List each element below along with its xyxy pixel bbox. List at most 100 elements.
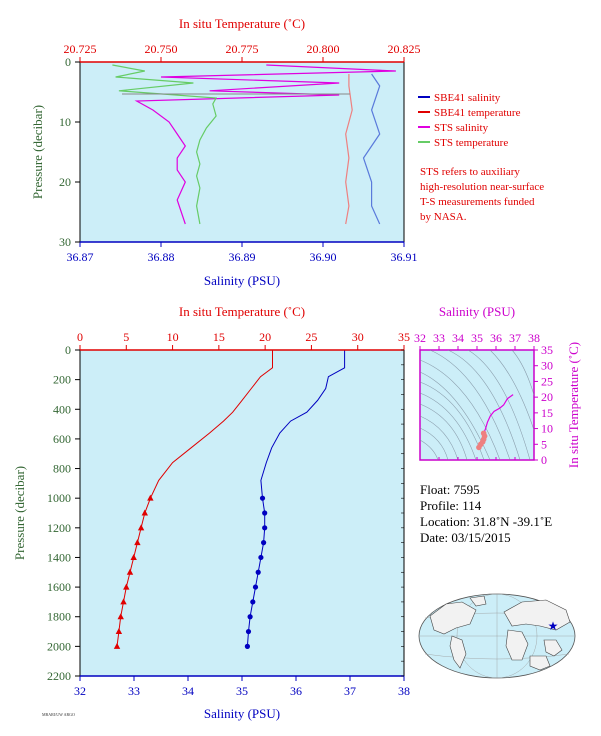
top-series-sbe41-salinity: [362, 73, 381, 225]
top-temp-axis-title: In situ Temperature (˚C): [179, 16, 305, 31]
ts-temp-tick-label: 35: [541, 343, 553, 357]
top-legend: SBE41 salinity SBE41 temperature STS sal…: [418, 92, 521, 149]
top-sal-tick-label: 36.90: [310, 250, 337, 264]
bottom-ticks: 0 5 10 15 20 25 30 35 32 33 34 35 36 37 38 0 200 400 600 80…: [47, 330, 410, 698]
ts-sal-tick-label: 32: [414, 331, 426, 345]
temperature-marker: [117, 613, 124, 620]
footer-credit: MBARI/UW ARGO: [42, 712, 75, 717]
ts-sal-tick-label: 36: [490, 331, 502, 345]
salinity-marker: [250, 599, 256, 605]
bottom-temp-tick-label: 15: [213, 330, 225, 344]
note-line-1: STS refers to auxiliary: [420, 166, 520, 178]
salinity-marker: [247, 614, 253, 620]
temperature-marker: [123, 583, 130, 590]
ts-sal-axis-title: Salinity (PSU): [439, 304, 515, 319]
ts-points: [476, 394, 514, 451]
ts-temp-tick-label: 20: [541, 390, 553, 404]
map-continents: [429, 595, 571, 671]
float-info: Float: 7595 Profile: 114 Location: 31.8˚…: [420, 482, 552, 545]
info-date: Date: 03/15/2015: [420, 530, 511, 545]
salinity-marker: [255, 569, 261, 575]
info-float: Float: 7595: [420, 482, 480, 497]
note-line-3: T-S measurements funded: [420, 196, 535, 208]
ts-sal-tick-label: 35: [471, 331, 483, 345]
top-ticks: 20.725 20.750 20.775 20.800 20.825 36.87 36.88…: [59, 42, 421, 264]
bottom-line-temperature: [116, 350, 273, 647]
float-location-marker: ★: [548, 619, 559, 633]
bottom-pressure-tick-label: 800: [53, 462, 71, 476]
top-sal-tick-label: 36.89: [229, 250, 256, 264]
ts-plot-area: [419, 349, 535, 461]
ts-temp-tick-label: 25: [541, 374, 553, 388]
ts-point: [476, 444, 482, 451]
bottom-temp-tick-label: 35: [398, 330, 410, 344]
world-map: ★: [418, 593, 576, 679]
bottom-sal-axis-title: Salinity (PSU): [204, 706, 280, 721]
temperature-marker: [115, 628, 123, 635]
top-pressure-tick-label: 0: [65, 55, 71, 69]
salinity-marker: [261, 540, 267, 546]
temperature-marker: [134, 539, 141, 546]
note-line-2: high-resolution near-surface: [420, 181, 544, 193]
bottom-sal-tick-label: 38: [398, 684, 410, 698]
top-temp-tick-label: 20.825: [388, 42, 421, 56]
legend-label-sbe41-salinity: SBE41 salinity: [434, 92, 501, 104]
top-pressure-tick-label: 20: [59, 175, 71, 189]
top-sal-tick-label: 36.91: [391, 250, 418, 264]
bottom-temp-tick-label: 20: [259, 330, 271, 344]
temperature-marker: [120, 598, 127, 605]
salinity-marker: [258, 554, 264, 561]
top-note: STS refers to auxiliary high-resolution …: [420, 166, 544, 223]
salinity-marker: [244, 643, 250, 649]
temperature-marker: [130, 553, 137, 560]
ts-temp-axis-title: In situ Temperature (˚C): [566, 342, 581, 468]
top-temp-tick-label: 20.775: [226, 42, 259, 56]
bottom-line-salinity: [246, 350, 346, 647]
top-pressure-tick-label: 30: [59, 235, 71, 249]
temperature-marker: [126, 568, 134, 575]
temperature-marker: [113, 642, 121, 649]
salinity-marker: [252, 584, 259, 590]
top-temp-tick-label: 20.725: [64, 42, 97, 56]
temperature-marker: [137, 524, 145, 531]
bottom-sal-tick-label: 33: [128, 684, 140, 698]
temperature-marker: [141, 509, 148, 516]
legend-label-sts-salinity: STS salinity: [434, 122, 489, 134]
bottom-pressure-tick-label: 1400: [47, 550, 71, 564]
ts-sal-tick-label: 38: [528, 331, 540, 345]
ts-sal-tick-label: 33: [433, 331, 445, 345]
bottom-pressure-tick-label: 200: [53, 373, 71, 387]
salinity-marker: [262, 525, 268, 531]
bottom-plot-area: [79, 349, 405, 677]
ts-temp-tick-label: 30: [541, 359, 553, 373]
salinity-marker: [259, 495, 266, 501]
bottom-pressure-tick-label: 2200: [47, 669, 71, 683]
bottom-pressure-tick-label: 600: [53, 432, 71, 446]
bottom-temp-tick-label: 5: [123, 330, 129, 344]
bottom-series: [113, 350, 346, 649]
bottom-pressure-tick-label: 1200: [47, 521, 71, 535]
top-temp-tick-label: 20.800: [307, 42, 340, 56]
note-line-4: by NASA.: [420, 211, 467, 223]
salinity-marker: [245, 628, 252, 635]
bottom-sal-tick-label: 35: [236, 684, 248, 698]
bottom-sal-tick-label: 32: [74, 684, 86, 698]
bottom-temp-tick-label: 25: [305, 330, 317, 344]
ts-temp-tick-label: 0: [541, 453, 547, 467]
salinity-marker: [262, 510, 268, 516]
top-series: [112, 64, 396, 225]
bottom-pressure-tick-label: 1000: [47, 491, 71, 505]
top-pressure-tick-label: 10: [59, 115, 71, 129]
bottom-pressure-tick-label: 1800: [47, 610, 71, 624]
bottom-temp-tick-label: 0: [77, 330, 83, 344]
top-panel: 20.725 20.750 20.775 20.800 20.825 36.87 36.88…: [30, 16, 544, 288]
bottom-temp-axis-title: In situ Temperature (˚C): [179, 304, 305, 319]
bottom-pressure-title: Pressure (decibar): [12, 466, 27, 560]
bottom-sal-tick-label: 36: [290, 684, 302, 698]
bottom-temp-tick-label: 10: [167, 330, 179, 344]
ts-temp-tick-label: 10: [541, 422, 553, 436]
info-location: Location: 31.8˚N -39.1˚E: [420, 514, 552, 529]
